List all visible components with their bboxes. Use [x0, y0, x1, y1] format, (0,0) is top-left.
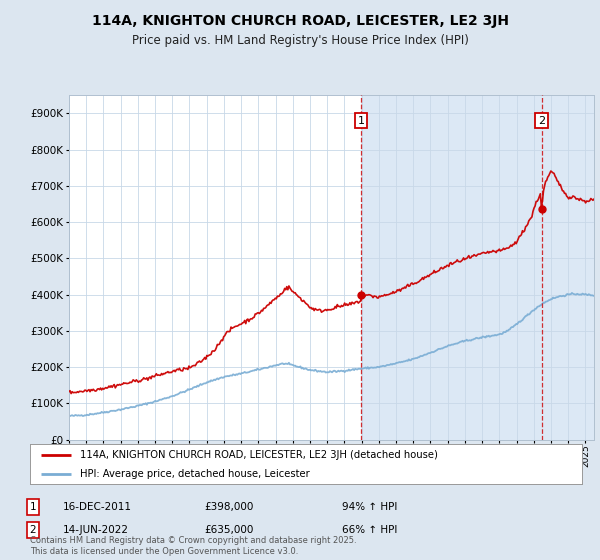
Text: £398,000: £398,000: [204, 502, 253, 512]
Text: 94% ↑ HPI: 94% ↑ HPI: [342, 502, 397, 512]
Text: 114A, KNIGHTON CHURCH ROAD, LEICESTER, LE2 3JH (detached house): 114A, KNIGHTON CHURCH ROAD, LEICESTER, L…: [80, 450, 437, 460]
Text: Price paid vs. HM Land Registry's House Price Index (HPI): Price paid vs. HM Land Registry's House …: [131, 34, 469, 46]
Text: £635,000: £635,000: [204, 525, 253, 535]
Text: 2: 2: [538, 115, 545, 125]
Bar: [361, 95, 594, 440]
Text: 1: 1: [29, 502, 37, 512]
Text: HPI: Average price, detached house, Leicester: HPI: Average price, detached house, Leic…: [80, 469, 310, 478]
Text: 2: 2: [29, 525, 37, 535]
Text: 66% ↑ HPI: 66% ↑ HPI: [342, 525, 397, 535]
Text: Contains HM Land Registry data © Crown copyright and database right 2025.
This d: Contains HM Land Registry data © Crown c…: [30, 536, 356, 556]
Text: 14-JUN-2022: 14-JUN-2022: [63, 525, 129, 535]
Text: 16-DEC-2011: 16-DEC-2011: [63, 502, 132, 512]
Text: 1: 1: [358, 115, 364, 125]
Text: 114A, KNIGHTON CHURCH ROAD, LEICESTER, LE2 3JH: 114A, KNIGHTON CHURCH ROAD, LEICESTER, L…: [91, 14, 509, 28]
